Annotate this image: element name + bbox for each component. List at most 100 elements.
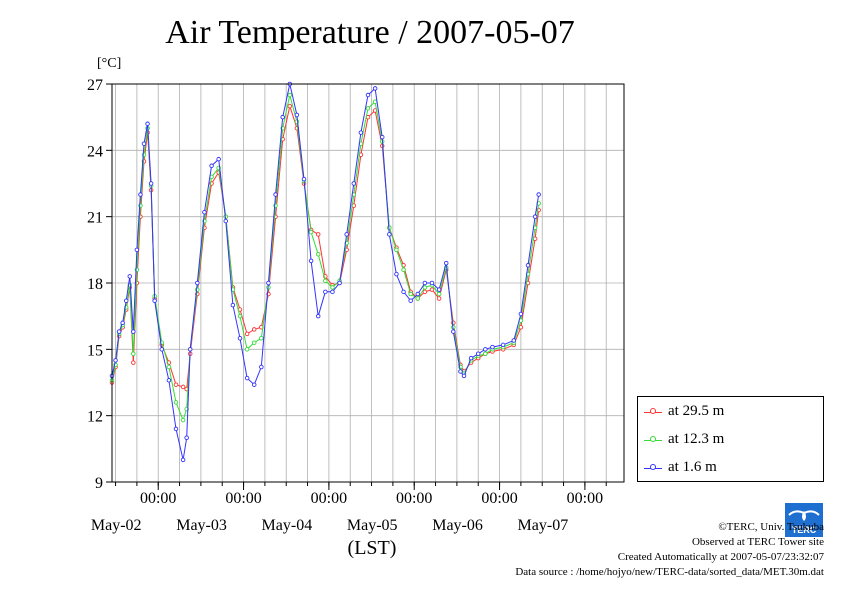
x-tick-date-1: May-03 xyxy=(176,517,227,534)
series-2-point-23 xyxy=(223,218,229,224)
y-tick-label-5: 24 xyxy=(87,143,103,160)
y-tick-label-4: 21 xyxy=(87,210,103,227)
y-tick-label-6: 27 xyxy=(87,77,103,94)
series-1-point-53 xyxy=(436,291,442,297)
series-2-point-62 xyxy=(500,342,506,348)
series-0-point-36 xyxy=(315,232,321,237)
series-2-point-2 xyxy=(116,329,122,334)
series-2-point-21 xyxy=(209,163,214,169)
x-tick-date-5: May-07 xyxy=(518,517,569,534)
series-1-point-51 xyxy=(422,285,428,290)
series-2-point-35 xyxy=(308,258,314,264)
series-0-point-16 xyxy=(180,384,186,390)
credits: ©TERC, Univ. Tsukuba Observed at TERC To… xyxy=(515,520,824,580)
series-line-0 xyxy=(111,104,540,390)
series-1-point-16 xyxy=(180,417,186,423)
legend: at 29.5 m at 12.3 m at 1.6 m xyxy=(637,396,824,482)
series-2-point-51 xyxy=(422,280,428,286)
series-line-1 xyxy=(111,94,540,422)
series-2-point-30 xyxy=(273,192,278,197)
credit-source: Data source : /home/hojyo/new/TERC-data/… xyxy=(515,566,824,578)
series-2-point-6 xyxy=(131,329,136,334)
series-2-point-60 xyxy=(483,347,488,352)
series-1-point-35 xyxy=(308,229,314,235)
series-2-point-8 xyxy=(138,192,143,197)
series-2-point-24 xyxy=(230,302,236,308)
series-0-point-6 xyxy=(131,360,136,365)
series-2-point-56 xyxy=(458,369,463,374)
chart-title: Air Temperature / 2007-05-07 xyxy=(165,14,575,51)
series-1-point-27 xyxy=(251,340,257,345)
credit-copyright: ©TERC, Univ. Tsukuba xyxy=(718,521,824,533)
series-2-point-40 xyxy=(344,232,349,237)
series-2-point-20 xyxy=(202,209,207,215)
series-2-point-47 xyxy=(394,271,399,277)
y-tick-label-1: 12 xyxy=(87,409,103,426)
series-2-point-61 xyxy=(490,344,495,350)
x-tick-time-1: 00:00 xyxy=(225,490,261,507)
x-tick-date-0: May-02 xyxy=(91,517,142,534)
series-2-point-29 xyxy=(266,280,271,286)
series-2-point-16 xyxy=(180,457,186,463)
series-1-point-48 xyxy=(401,267,406,272)
series-2-point-1 xyxy=(113,358,118,363)
series-2-point-64 xyxy=(518,311,524,317)
series-2-point-49 xyxy=(408,298,413,303)
series-2-point-44 xyxy=(372,86,378,91)
series-1-point-38 xyxy=(330,285,335,290)
series-2-point-17 xyxy=(184,435,189,441)
series-2-point-10 xyxy=(145,121,150,127)
series-2-point-52 xyxy=(429,280,435,286)
x-tick-time-0: 00:00 xyxy=(140,490,176,507)
y-tick-label-2: 15 xyxy=(87,342,103,359)
legend-label-1-6m: at 1.6 m xyxy=(668,459,717,475)
series-0-point-26 xyxy=(244,331,250,337)
series-2-point-7 xyxy=(134,247,140,253)
series-2-point-55 xyxy=(451,329,456,334)
legend-item-12-3m: at 12.3 m xyxy=(638,429,823,451)
y-tick-label-3: 18 xyxy=(87,276,103,293)
legend-label-12-3m: at 12.3 m xyxy=(668,431,725,447)
series-2-point-54 xyxy=(443,260,449,266)
series-2-point-14 xyxy=(166,378,172,383)
series-2-point-37 xyxy=(323,289,328,295)
series-2-point-34 xyxy=(301,176,307,182)
series-1-point-25 xyxy=(237,313,243,319)
series-2-point-31 xyxy=(280,114,285,120)
series-1-point-36 xyxy=(315,252,321,257)
series-1-point-6 xyxy=(131,351,136,357)
series-1-point-26 xyxy=(244,347,250,352)
y-tick-label-0: 9 xyxy=(95,475,103,492)
series-2-point-53 xyxy=(436,287,442,292)
series-layer xyxy=(109,81,541,463)
axes: 912151821242700:00May-0200:00May-0300:00… xyxy=(87,77,607,534)
x-tick-date-3: May-05 xyxy=(347,517,398,534)
credit-observed: Observed at TERC Tower site xyxy=(691,536,824,548)
credit-created: Created Automatically at 2007-05-07/23:3… xyxy=(617,551,824,563)
series-2-point-42 xyxy=(358,130,364,135)
series-2-point-11 xyxy=(148,181,154,186)
x-axis-label: (LST) xyxy=(347,537,397,559)
x-tick-time-4: 00:00 xyxy=(481,490,517,507)
series-2-point-38 xyxy=(330,289,335,295)
x-tick-date-4: May-06 xyxy=(432,517,483,534)
series-2-point-3 xyxy=(120,320,125,326)
series-2-point-36 xyxy=(315,313,321,319)
series-0-point-27 xyxy=(251,327,257,332)
series-2-point-50 xyxy=(415,291,421,297)
series-2-point-26 xyxy=(244,375,250,381)
series-2-point-39 xyxy=(337,280,342,286)
series-1-point-49 xyxy=(408,291,413,297)
series-2-point-12 xyxy=(152,298,157,303)
series-2-point-59 xyxy=(475,351,481,357)
terc-logo: TERC xyxy=(785,503,823,537)
series-0-point-52 xyxy=(429,287,435,292)
series-2-point-48 xyxy=(401,289,406,295)
series-2-point-46 xyxy=(387,232,392,237)
series-0-point-53 xyxy=(436,296,442,301)
series-2-point-41 xyxy=(351,181,357,186)
x-tick-time-2: 00:00 xyxy=(311,490,347,507)
x-tick-date-2: May-04 xyxy=(262,517,313,534)
series-2-point-19 xyxy=(195,280,200,286)
